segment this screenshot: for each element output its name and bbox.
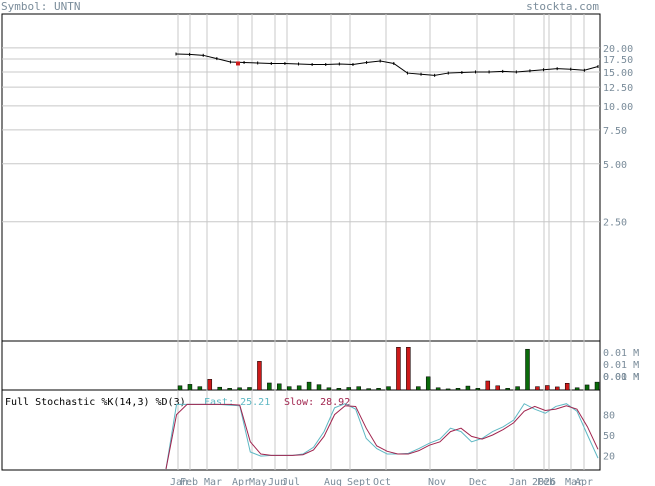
volume-bar — [356, 386, 361, 391]
x-tick-label: Apr — [232, 477, 250, 486]
volume-bar — [366, 388, 371, 391]
volume-bar — [406, 347, 411, 391]
symbol-label: Symbol: UNTN — [1, 0, 81, 13]
site-label: stockta.com — [526, 0, 599, 13]
price-y-tick: 17.50 — [603, 55, 633, 66]
volume-bar — [396, 347, 401, 391]
stochastic-y-tick: 50 — [603, 431, 615, 442]
volume-bar — [445, 388, 451, 391]
volume-bar — [455, 388, 461, 391]
volume-y-tick: 0.01 M — [603, 360, 639, 371]
volume-bar — [217, 386, 222, 391]
stochastic-frame — [1, 389, 601, 471]
volume-bar — [564, 383, 570, 391]
volume-bar — [306, 381, 312, 391]
price-y-tick: 7.50 — [603, 126, 627, 137]
volume-bar — [197, 386, 203, 391]
volume-bar — [376, 388, 381, 391]
volume-bar — [545, 385, 550, 391]
x-tick-label: Sept — [347, 477, 371, 486]
volume-bar — [247, 387, 252, 391]
x-tick-label: May — [249, 477, 267, 486]
volume-bar — [416, 386, 421, 391]
price-line — [175, 53, 599, 76]
price-y-tick: 5.00 — [603, 160, 627, 171]
stochastic-fast-label: Fast: 25.21 — [204, 397, 270, 408]
volume-bar — [326, 387, 332, 391]
volume-bar — [475, 388, 481, 391]
stochastic-y-tick: 20 — [603, 451, 615, 462]
volume-bar — [574, 387, 580, 391]
volume-bar — [425, 376, 431, 391]
volume-bar — [267, 382, 272, 391]
volume-y-tick: 0.01 M — [603, 372, 639, 383]
volume-bar — [336, 388, 342, 391]
volume-bar — [237, 387, 242, 391]
price-y-tick: 20.00 — [603, 44, 633, 55]
volume-bar — [227, 388, 232, 391]
price-candle-down — [236, 61, 240, 66]
volume-bar — [177, 385, 183, 391]
price-y-tick: 2.50 — [603, 218, 627, 229]
volume-bar — [594, 381, 600, 391]
volume-bar — [435, 387, 441, 391]
x-tick-label: Oct — [373, 477, 391, 486]
volume-bar — [286, 386, 292, 391]
x-tick-label: Jun — [268, 477, 286, 486]
volume-bar — [505, 388, 510, 391]
volume-bar — [584, 384, 590, 391]
price-y-tick: 15.00 — [603, 68, 633, 79]
x-tick-label: Feb — [537, 477, 555, 486]
volume-bar — [525, 348, 530, 391]
volume-panel: 0.01 M0.01 M0.01 M0.00 M — [177, 347, 639, 391]
x-tick-label: Jan — [170, 477, 188, 486]
volume-bar — [555, 386, 560, 391]
x-tick-label: Jul — [282, 477, 300, 486]
volume-bar — [535, 386, 540, 391]
volume-bar — [485, 380, 491, 391]
volume-y-tick: 0.01 M — [603, 348, 639, 359]
volume-bar — [346, 387, 352, 391]
x-tick-label: Dec — [469, 477, 487, 486]
price-frame — [1, 13, 601, 342]
volume-bar — [386, 386, 391, 391]
x-tick-label: Apr — [575, 477, 593, 486]
x-tick-label: Feb — [180, 477, 198, 486]
stochastic-slow-line — [165, 403, 599, 470]
stochastic-y-tick: 80 — [603, 411, 615, 422]
volume-bar — [207, 379, 213, 391]
volume-bar — [296, 385, 302, 391]
stochastic-slow-label: Slow: 28.92 — [284, 397, 350, 408]
volume-bar — [257, 361, 262, 391]
price-y-tick: 10.00 — [603, 102, 633, 113]
x-tick-label: Mar — [565, 477, 583, 486]
x-tick-label: Mar — [204, 477, 222, 486]
volume-frame — [1, 340, 601, 391]
volume-bar — [465, 385, 471, 391]
volume-bar — [495, 385, 500, 391]
volume-bar — [515, 386, 520, 391]
stochastic-title: Full Stochastic %K(14,3) %D(3) — [5, 397, 186, 408]
volume-y-tick: 0.00 M — [603, 372, 639, 383]
x-tick-label: Nov — [428, 477, 446, 486]
x-tick-label: 2026 — [532, 477, 556, 486]
volume-bar — [277, 383, 282, 391]
volume-bar — [187, 384, 193, 391]
x-tick-label: Aug — [324, 477, 342, 486]
x-tick-label: Jan — [509, 477, 527, 486]
volume-bar — [316, 384, 322, 391]
stochastic-fast-line — [165, 403, 599, 470]
price-y-tick: 12.50 — [603, 83, 633, 94]
stochastic-panel: 80 50 20 Full Stochastic %K(14,3) %D(3) Fast… — [5, 397, 615, 470]
chart-frames — [1, 13, 601, 471]
